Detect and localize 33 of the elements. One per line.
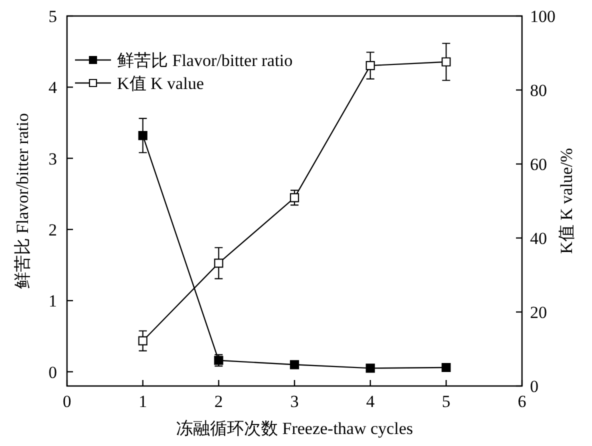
point xyxy=(442,362,451,372)
x-tick-label: 3 xyxy=(290,392,299,411)
y-tick-label: 3 xyxy=(48,149,57,168)
y2-tick-label: 40 xyxy=(530,229,547,248)
y-axis-title: 鲜苦比 Flavor/bitter ratio xyxy=(13,113,32,289)
x-tick-label: 6 xyxy=(518,392,526,411)
x-tick-label: 2 xyxy=(214,392,223,411)
legend-label: K值 K value xyxy=(117,74,204,93)
point xyxy=(138,336,148,346)
point xyxy=(366,364,375,373)
point xyxy=(290,360,300,370)
point xyxy=(366,61,375,70)
y2-tick-label: 20 xyxy=(530,303,547,322)
y-tick-label: 4 xyxy=(48,78,58,98)
point xyxy=(442,57,451,66)
point xyxy=(138,130,148,140)
y2-axis-title: K值 K value/% xyxy=(557,148,576,254)
y-tick-label: 0 xyxy=(48,362,57,382)
point xyxy=(214,258,224,268)
y2-tick-label: 80 xyxy=(530,81,547,100)
y2-tick-label: 100 xyxy=(530,7,556,26)
x-tick-label: 0 xyxy=(62,392,72,411)
x-tick-label: 1 xyxy=(138,392,148,411)
x-tick-label: 4 xyxy=(366,392,376,411)
y2-tick-label: 0 xyxy=(530,377,538,396)
y-tick-label: 5 xyxy=(48,7,57,26)
legend-label: 鲜苦比 Flavor/bitter ratio xyxy=(117,51,293,70)
y-tick-label: 1 xyxy=(48,292,57,311)
y2-tick-label: 60 xyxy=(530,155,547,174)
x-tick-label: 5 xyxy=(442,392,450,411)
y-tick-label: 2 xyxy=(48,220,57,240)
point xyxy=(290,193,300,202)
x-axis-title: 冻融循环次数 Freeze-thaw cycles xyxy=(176,419,413,438)
